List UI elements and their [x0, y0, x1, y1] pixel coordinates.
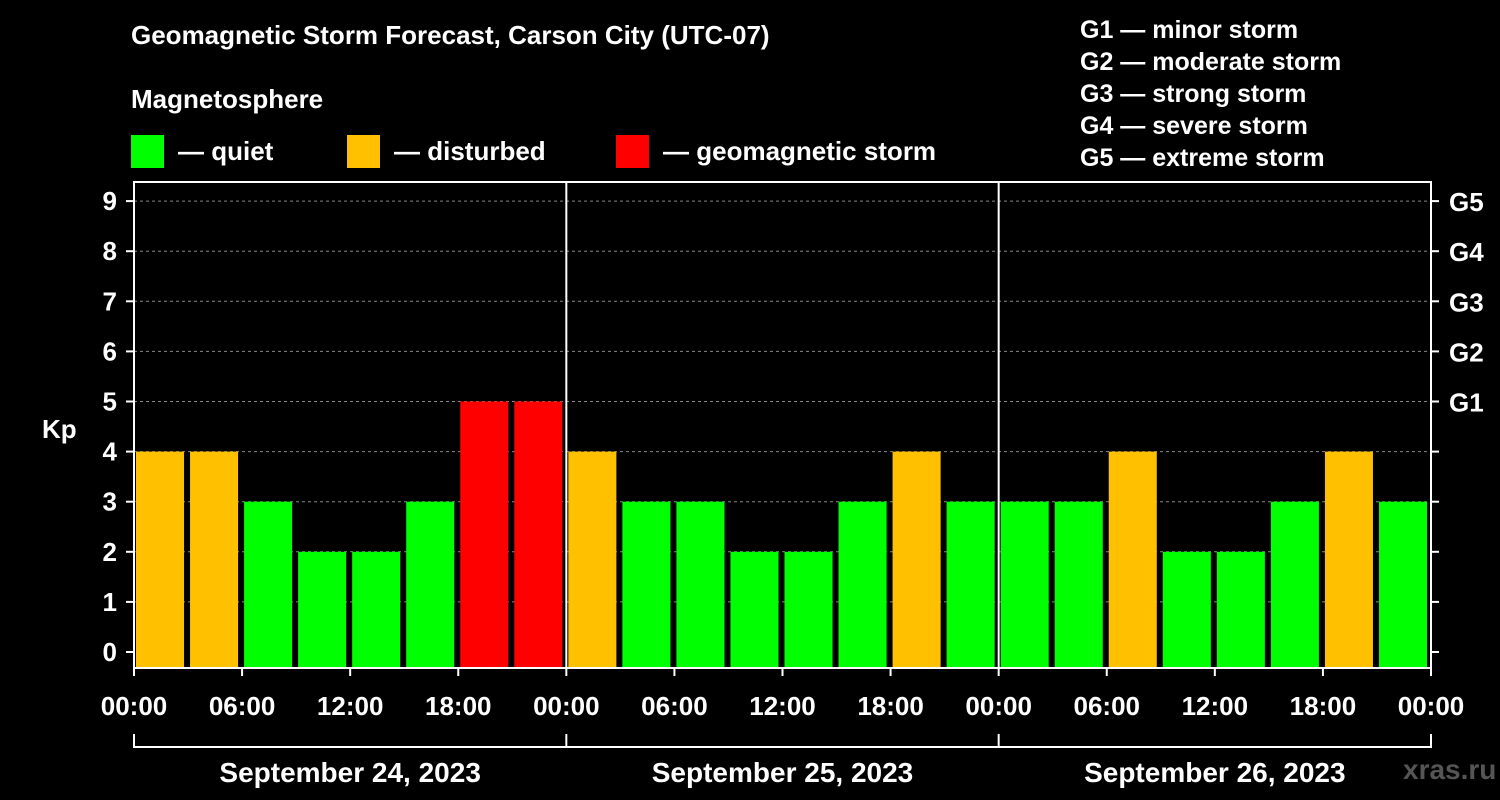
y-tick-label: 6 [103, 336, 117, 366]
kp-bar [190, 451, 239, 668]
x-tick-label: 06:00 [209, 691, 276, 721]
kp-bar [838, 501, 887, 668]
x-tick-label: 06:00 [1074, 691, 1141, 721]
y-tick-label: 7 [103, 286, 117, 316]
disturbed-swatch [347, 134, 380, 168]
x-tick-label: 00:00 [533, 691, 600, 721]
kp-bar [784, 551, 833, 668]
kp-bar [460, 401, 509, 668]
kp-bar [514, 401, 563, 668]
date-label: September 24, 2023 [219, 757, 481, 788]
legend-label-quiet: — quiet [178, 135, 274, 166]
y-tick-label: 5 [103, 387, 117, 417]
chart-title: Geomagnetic Storm Forecast, Carson City … [131, 20, 770, 50]
watermark: xras.ru [1403, 754, 1497, 785]
kp-bar [1324, 451, 1373, 668]
storm-scale-g3: G3 — strong storm [1080, 80, 1307, 108]
legend-label-storm: — geomagnetic storm [663, 135, 937, 166]
kp-bar [1162, 551, 1211, 668]
y-tick-label: 9 [103, 186, 117, 216]
kp-bar [1270, 501, 1319, 668]
kp-bar [568, 451, 617, 668]
x-tick-label: 18:00 [425, 691, 492, 721]
y-tick-label: 3 [103, 487, 117, 517]
x-tick-label: 00:00 [1398, 691, 1465, 721]
x-tick-label: 12:00 [749, 691, 816, 721]
x-tick-label: 00:00 [101, 691, 168, 721]
y-axis-label: Kp [42, 414, 77, 444]
y-tick-label: 4 [103, 437, 118, 467]
y-tick-label: 8 [103, 236, 117, 266]
storm-level-label: G2 [1449, 337, 1484, 367]
kp-bar [1000, 501, 1049, 668]
kp-bar [298, 551, 347, 668]
kp-bar [406, 501, 455, 668]
storm-level-label: G3 [1449, 287, 1484, 317]
storm-scale-g4: G4 — severe storm [1080, 112, 1308, 140]
storm-scale-g1: G1 — minor storm [1080, 16, 1299, 44]
storm-scale-g5: G5 — extreme storm [1080, 144, 1325, 172]
storm-level-label: G4 [1449, 237, 1484, 267]
storm-level-label: G1 [1449, 388, 1484, 418]
quiet-swatch [131, 134, 164, 168]
legend-label-disturbed: — disturbed [394, 135, 546, 166]
kp-bar [244, 501, 293, 668]
x-tick-label: 18:00 [857, 691, 924, 721]
x-tick-label: 06:00 [641, 691, 708, 721]
storm-swatch [616, 134, 649, 168]
x-tick-label: 12:00 [317, 691, 384, 721]
x-tick-label: 00:00 [965, 691, 1032, 721]
kp-bar [676, 501, 725, 668]
kp-bar [1216, 551, 1265, 668]
legend-item-quiet: — quiet [131, 134, 273, 168]
date-label: September 25, 2023 [652, 757, 914, 788]
kp-bar [1378, 501, 1427, 668]
storm-level-label: G5 [1449, 187, 1484, 217]
date-label: September 26, 2023 [1084, 757, 1346, 788]
y-tick-label: 1 [103, 587, 117, 617]
storm-scale-g2: G2 — moderate storm [1080, 48, 1342, 76]
x-tick-label: 12:00 [1182, 691, 1249, 721]
x-tick-label: 18:00 [1290, 691, 1357, 721]
kp-bar [622, 501, 671, 668]
legend-item-storm: — geomagnetic storm [616, 134, 936, 168]
y-tick-label: 2 [103, 537, 117, 567]
kp-bar [946, 501, 995, 668]
kp-bar [730, 551, 779, 668]
y-tick-label: 0 [103, 637, 117, 667]
kp-bar [1054, 501, 1103, 668]
kp-bar [1108, 451, 1157, 668]
storm-scale-legend: G1 — minor storm G2 — moderate storm G3 … [1080, 14, 1341, 174]
kp-bar [892, 451, 941, 668]
legend-item-disturbed: — disturbed [347, 134, 546, 168]
kp-bar [352, 551, 401, 668]
legend-heading: Magnetosphere [131, 84, 324, 114]
kp-bar [136, 451, 185, 668]
